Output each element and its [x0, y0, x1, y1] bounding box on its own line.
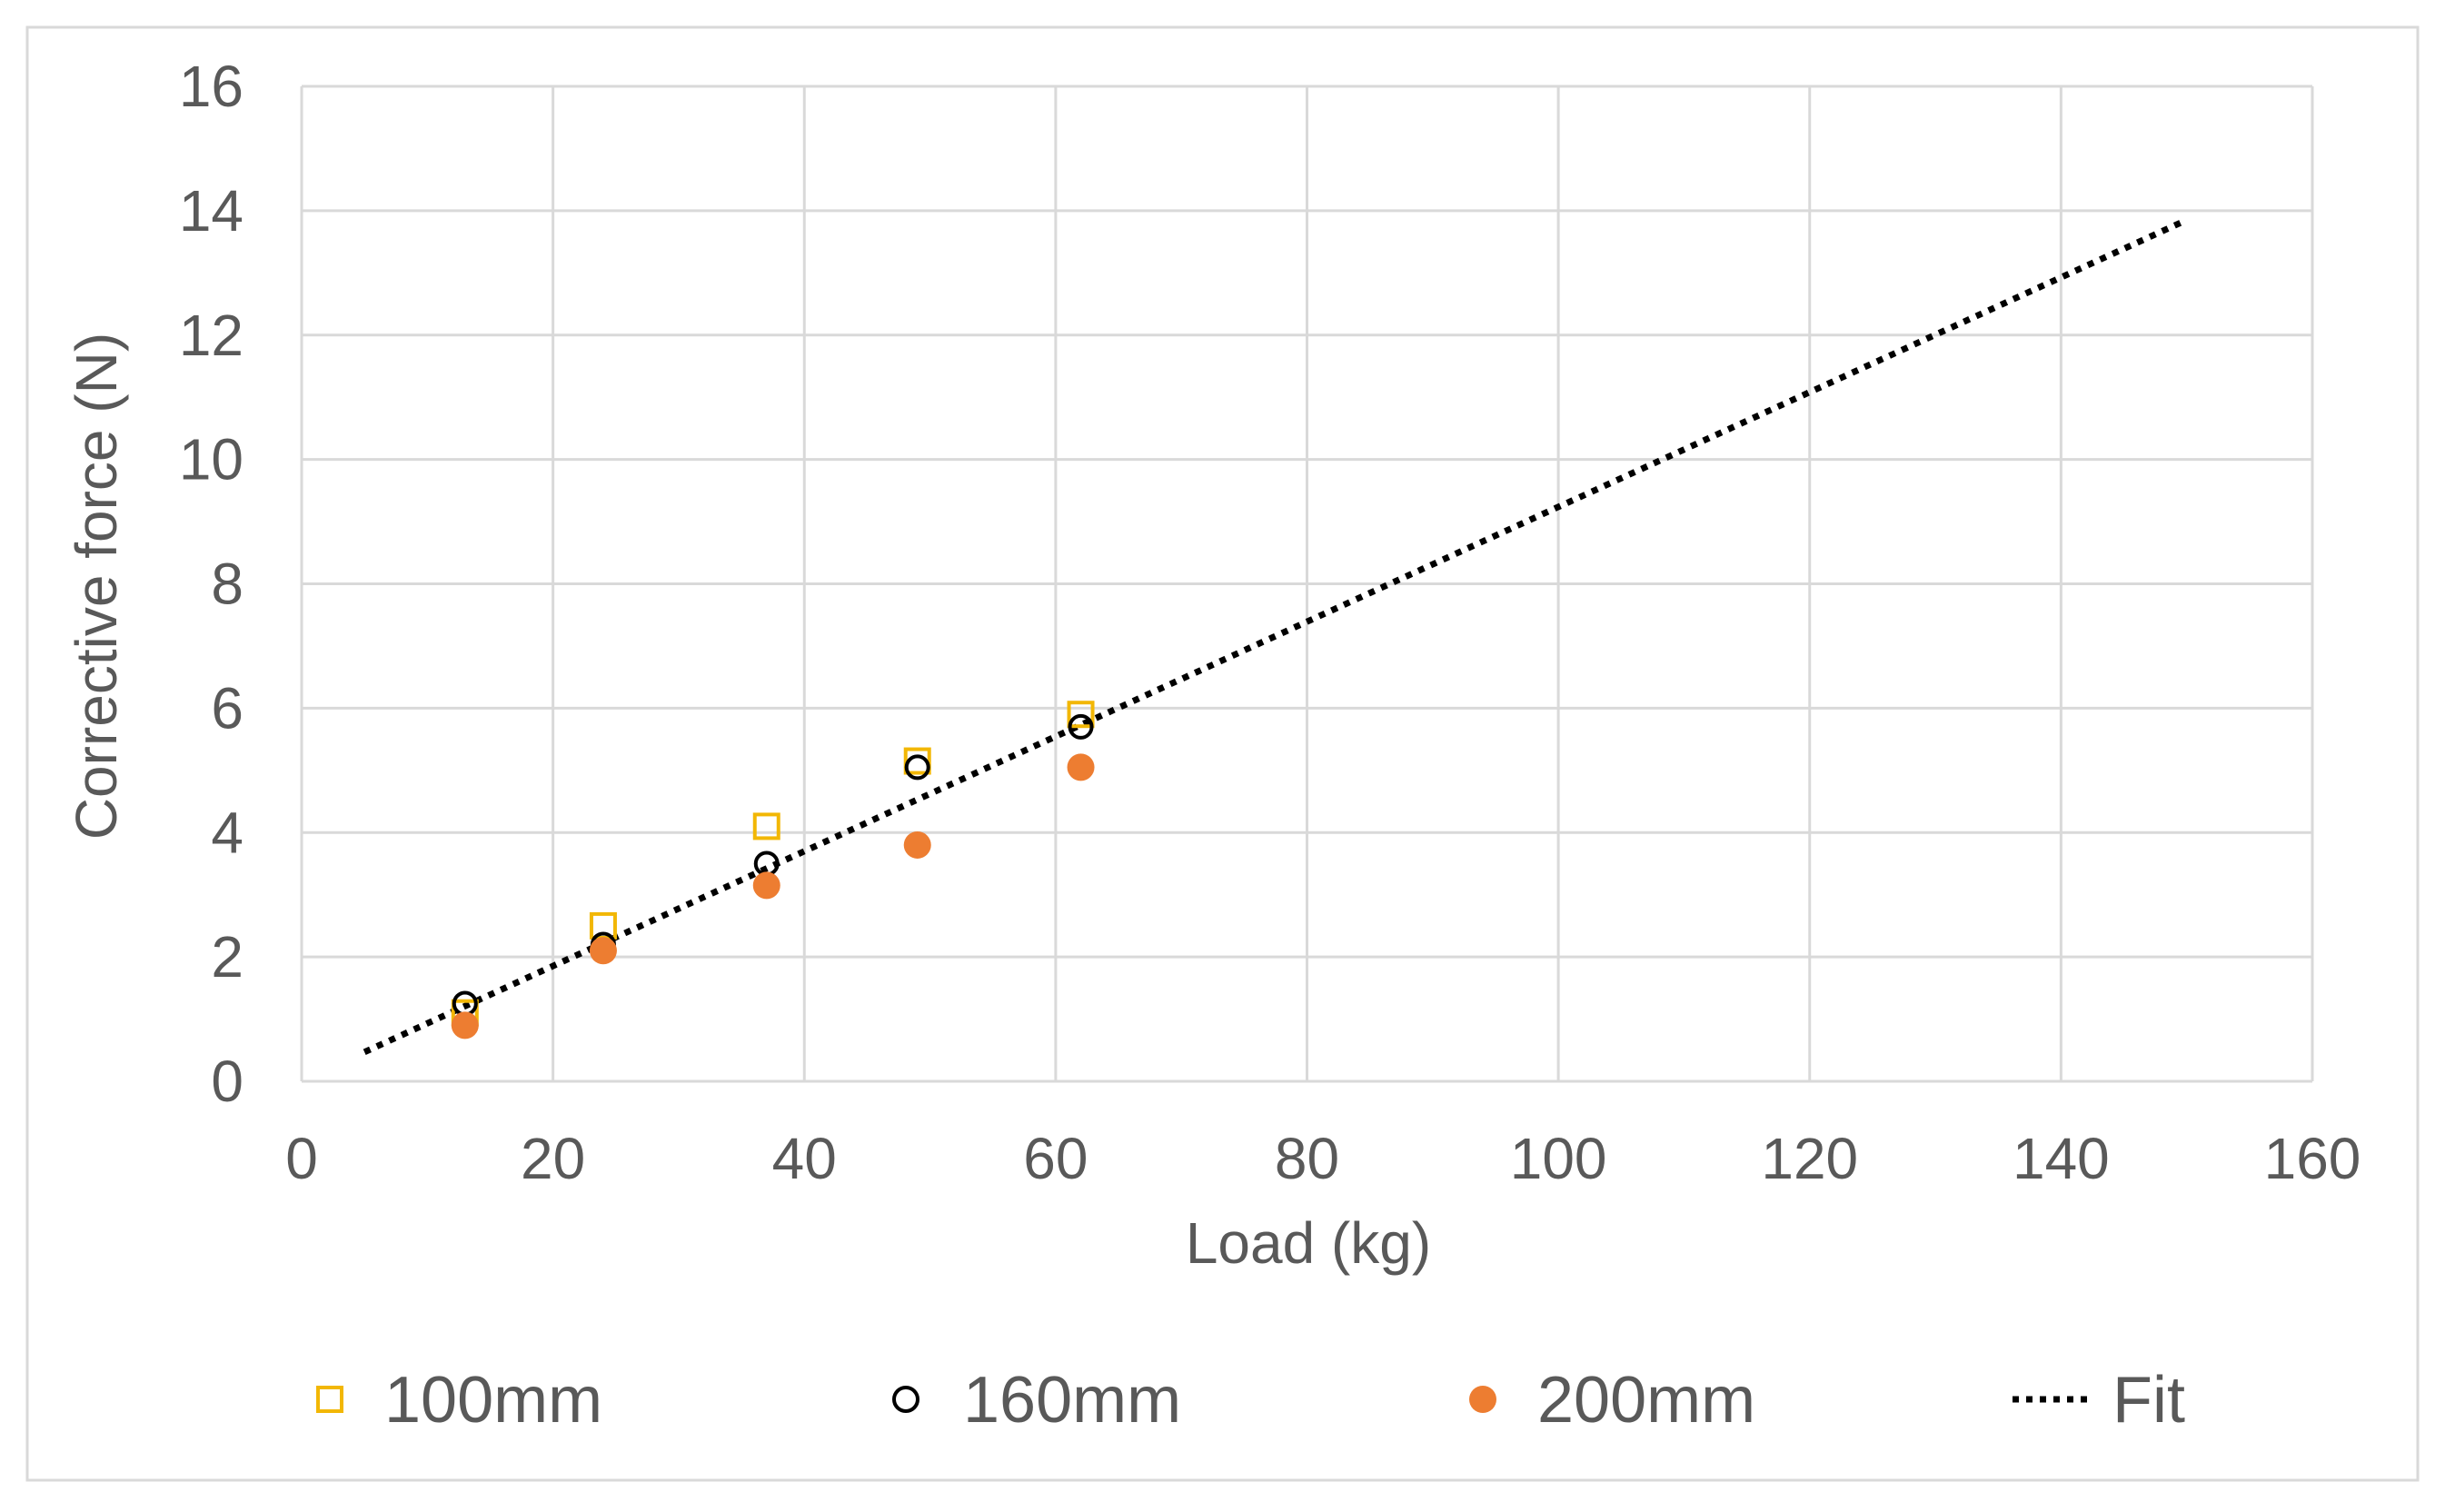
x-tick-label: 20 — [521, 1126, 585, 1191]
y-tick-label: 0 — [211, 1049, 244, 1114]
legend-item-160mm: 160mm — [892, 1364, 1181, 1437]
y-axis-label: Corrective force (N) — [64, 333, 129, 840]
legend-item-200mm: 200mm — [1469, 1364, 1755, 1437]
legend-label-fit: Fit — [2112, 1364, 2185, 1437]
y-tick-label: 2 — [211, 924, 244, 990]
y-tick-label: 16 — [179, 54, 244, 119]
x-axis-label: Load (kg) — [1186, 1210, 1431, 1276]
legend-label-160mm: 160mm — [963, 1364, 1181, 1437]
legend-label-200mm: 200mm — [1537, 1364, 1755, 1437]
legend-label-100mm: 100mm — [384, 1364, 602, 1437]
x-tick-label: 120 — [1761, 1126, 1858, 1191]
data-marks — [363, 216, 2189, 1056]
point-200mm — [589, 937, 617, 965]
y-tick-label: 12 — [179, 303, 244, 368]
legend-square-marker — [316, 1386, 343, 1413]
point-200mm — [752, 871, 780, 900]
point-200mm — [451, 1011, 479, 1040]
point-160mm — [1068, 713, 1094, 740]
point-200mm — [903, 831, 931, 859]
chart-border — [25, 25, 2420, 1482]
legend-filled-circle-marker — [1469, 1386, 1496, 1413]
y-tick-label: 14 — [179, 178, 244, 244]
y-tick-label: 8 — [211, 552, 244, 617]
y-tick-label: 4 — [211, 800, 244, 865]
x-tick-label: 80 — [1275, 1126, 1339, 1191]
x-tick-label: 100 — [1510, 1126, 1607, 1191]
x-tick-label: 160 — [2264, 1126, 2361, 1191]
x-tick-label: 140 — [2013, 1126, 2110, 1191]
y-tick-label: 6 — [211, 675, 244, 741]
legend-item-fit: Fit — [2013, 1364, 2185, 1437]
y-tick-label: 10 — [179, 427, 244, 492]
point-160mm — [904, 754, 930, 781]
legend-open-circle-marker — [892, 1386, 919, 1413]
point-100mm — [1067, 701, 1095, 729]
x-tick-label: 40 — [772, 1126, 837, 1191]
point-100mm — [903, 747, 931, 775]
x-tick-label: 60 — [1023, 1126, 1088, 1191]
point-100mm — [752, 812, 780, 841]
legend: 100mm 160mm 200mm Fit — [316, 1364, 2185, 1437]
legend-item-100mm: 100mm — [316, 1364, 602, 1437]
gridlines — [300, 85, 2314, 1083]
x-tick-label: 0 — [285, 1126, 318, 1191]
point-200mm — [1067, 753, 1095, 781]
